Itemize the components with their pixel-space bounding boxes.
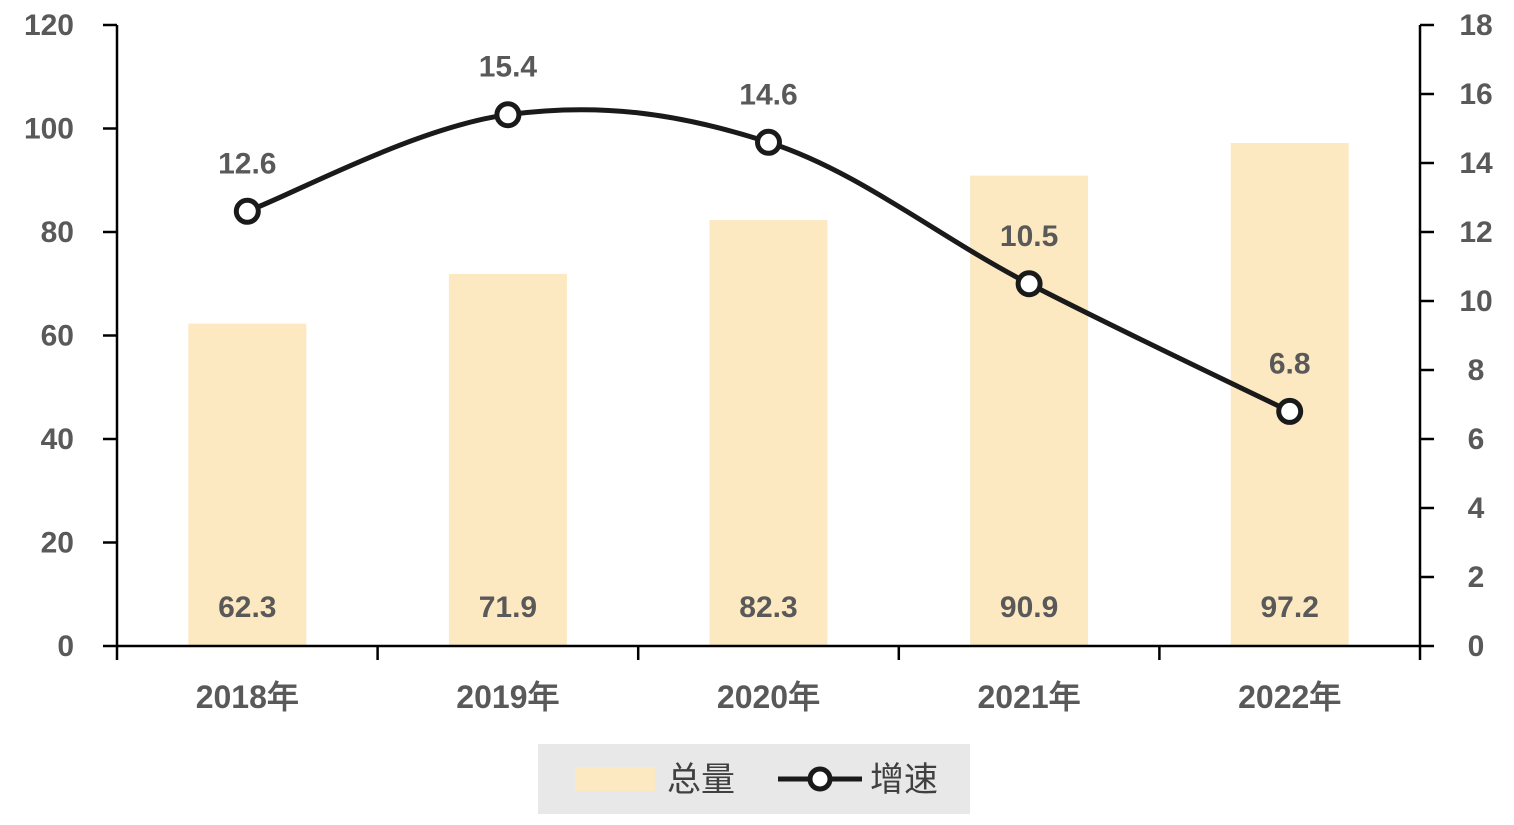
- bar: [709, 220, 828, 646]
- bar: [970, 175, 1089, 646]
- x-tick-label: 2020年: [717, 679, 820, 715]
- y-right-tick-label: 8: [1468, 354, 1485, 387]
- y-left-tick-label: 120: [24, 9, 74, 42]
- x-tick-label: 2021年: [977, 679, 1080, 715]
- y-right-tick-label: 12: [1459, 216, 1492, 249]
- y-left-tick-label: 60: [41, 320, 74, 353]
- line-point-marker: [494, 101, 522, 129]
- bar-data-label: 82.3: [739, 591, 797, 624]
- axes: 0 20 40 60 80 100 120 0 2 4 6 8 10 12 14 16 18 2018年 2019年…: [24, 9, 1493, 715]
- x-tick-label: 2022年: [1238, 679, 1341, 715]
- legend-swatch-marker: [807, 766, 833, 792]
- y-right-tick-label: 18: [1459, 9, 1492, 42]
- y-right-tick-label: 4: [1468, 492, 1485, 525]
- legend-label-line: 增速: [870, 760, 938, 800]
- line-point-marker: [755, 128, 782, 156]
- line-data-label: 10.5: [1000, 220, 1058, 253]
- line-data-label: 12.6: [218, 147, 276, 180]
- y-right-tick-label: 2: [1468, 561, 1485, 594]
- line-data-label: 14.6: [739, 78, 797, 111]
- y-right-tick-label: 16: [1459, 78, 1492, 111]
- x-tick-label: 2018年: [196, 679, 299, 715]
- bar-data-label: 71.9: [479, 591, 537, 624]
- x-tick-label: 2019年: [456, 679, 559, 715]
- line-point-marker: [233, 197, 261, 225]
- bar-series: [188, 142, 1349, 647]
- bar: [188, 323, 307, 646]
- bar-labels: 62.3 71.9 82.3 90.9 97.2: [218, 591, 1319, 624]
- line-labels: 12.6 15.4 14.6 10.5 6.8: [218, 51, 1310, 381]
- line-point-marker: [1015, 270, 1043, 298]
- y-right-tick-label: 6: [1468, 423, 1485, 456]
- y-left-tick-label: 80: [41, 216, 74, 249]
- y-right-tick-label: 10: [1459, 285, 1492, 318]
- bar-data-label: 90.9: [1000, 591, 1058, 624]
- line-data-label: 15.4: [479, 51, 538, 84]
- legend-label-bar: 总量: [667, 760, 735, 800]
- y-right-tick-label: 0: [1468, 630, 1485, 663]
- legend-swatch-bar: [575, 767, 655, 791]
- y-right-tick-label: 14: [1459, 147, 1493, 180]
- line-data-label: 6.8: [1269, 347, 1311, 380]
- bar: [448, 273, 567, 646]
- bar-data-label: 62.3: [218, 591, 276, 624]
- y-left-tick-label: 20: [41, 527, 74, 560]
- bar-data-label: 97.2: [1261, 591, 1319, 624]
- bar: [1230, 142, 1349, 647]
- y-left-tick-label: 40: [41, 423, 74, 456]
- line-series: [233, 101, 1304, 425]
- y-left-tick-label: 0: [57, 630, 74, 663]
- y-left-tick-label: 100: [24, 113, 74, 146]
- legend: 总量 增速: [538, 744, 970, 814]
- line-point-marker: [1276, 397, 1304, 425]
